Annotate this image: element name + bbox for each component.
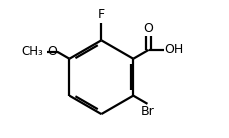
- Text: F: F: [97, 8, 104, 22]
- Text: CH₃: CH₃: [21, 45, 43, 58]
- Text: O: O: [47, 45, 57, 58]
- Text: Br: Br: [140, 105, 154, 118]
- Text: OH: OH: [164, 43, 183, 56]
- Text: O: O: [143, 22, 153, 35]
